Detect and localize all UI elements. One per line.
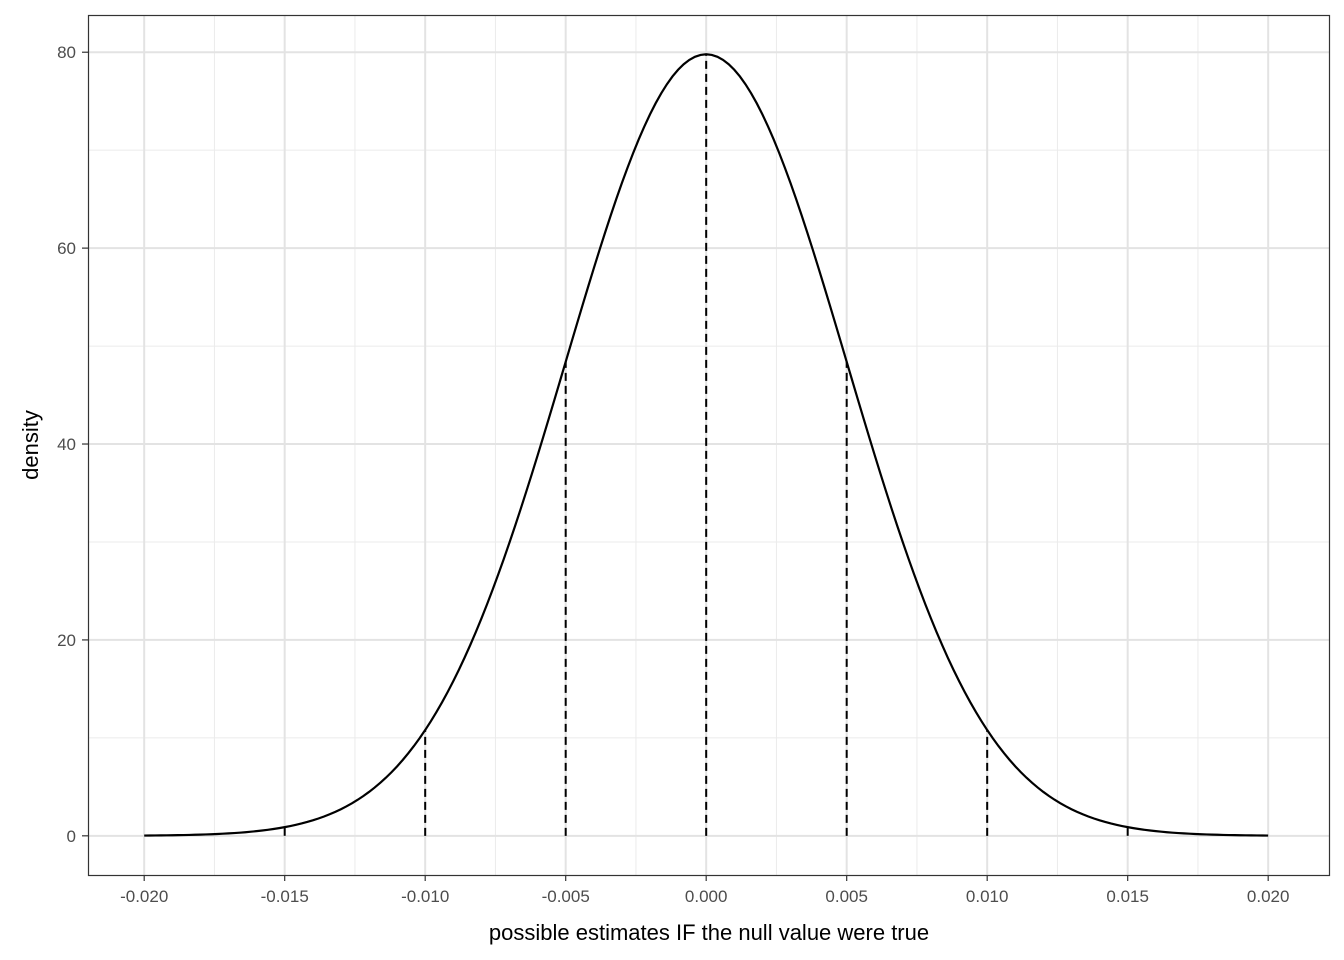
density-curve	[144, 53, 1269, 837]
x-tick-label: 0.010	[966, 887, 1009, 906]
y-axis-ticks: 0 20 40 60 80	[57, 43, 88, 846]
x-tick-label: 0.020	[1247, 887, 1290, 906]
x-axis-label: possible estimates IF the null value wer…	[489, 920, 929, 945]
x-tick-label: -0.020	[120, 887, 168, 906]
plot-panel-border	[87, 14, 1331, 877]
gridlines	[88, 15, 1330, 875]
x-tick-label: 0.005	[825, 887, 868, 906]
x-axis-ticks: -0.020 -0.015 -0.010 -0.005 0.000 0.005 0.010 0…	[120, 875, 1289, 906]
y-tick-label: 20	[57, 631, 76, 650]
x-tick-label: -0.010	[401, 887, 449, 906]
y-tick-label: 60	[57, 239, 76, 258]
x-tick-label: 0.015	[1106, 887, 1149, 906]
y-tick-label: 40	[57, 435, 76, 454]
x-tick-label: -0.015	[261, 887, 309, 906]
x-tick-label: 0.000	[685, 887, 728, 906]
y-axis-label: density	[18, 410, 43, 480]
reference-lines	[283, 54, 1129, 836]
y-tick-label: 0	[67, 827, 76, 846]
y-tick-label: 80	[57, 43, 76, 62]
x-tick-label: -0.005	[542, 887, 590, 906]
